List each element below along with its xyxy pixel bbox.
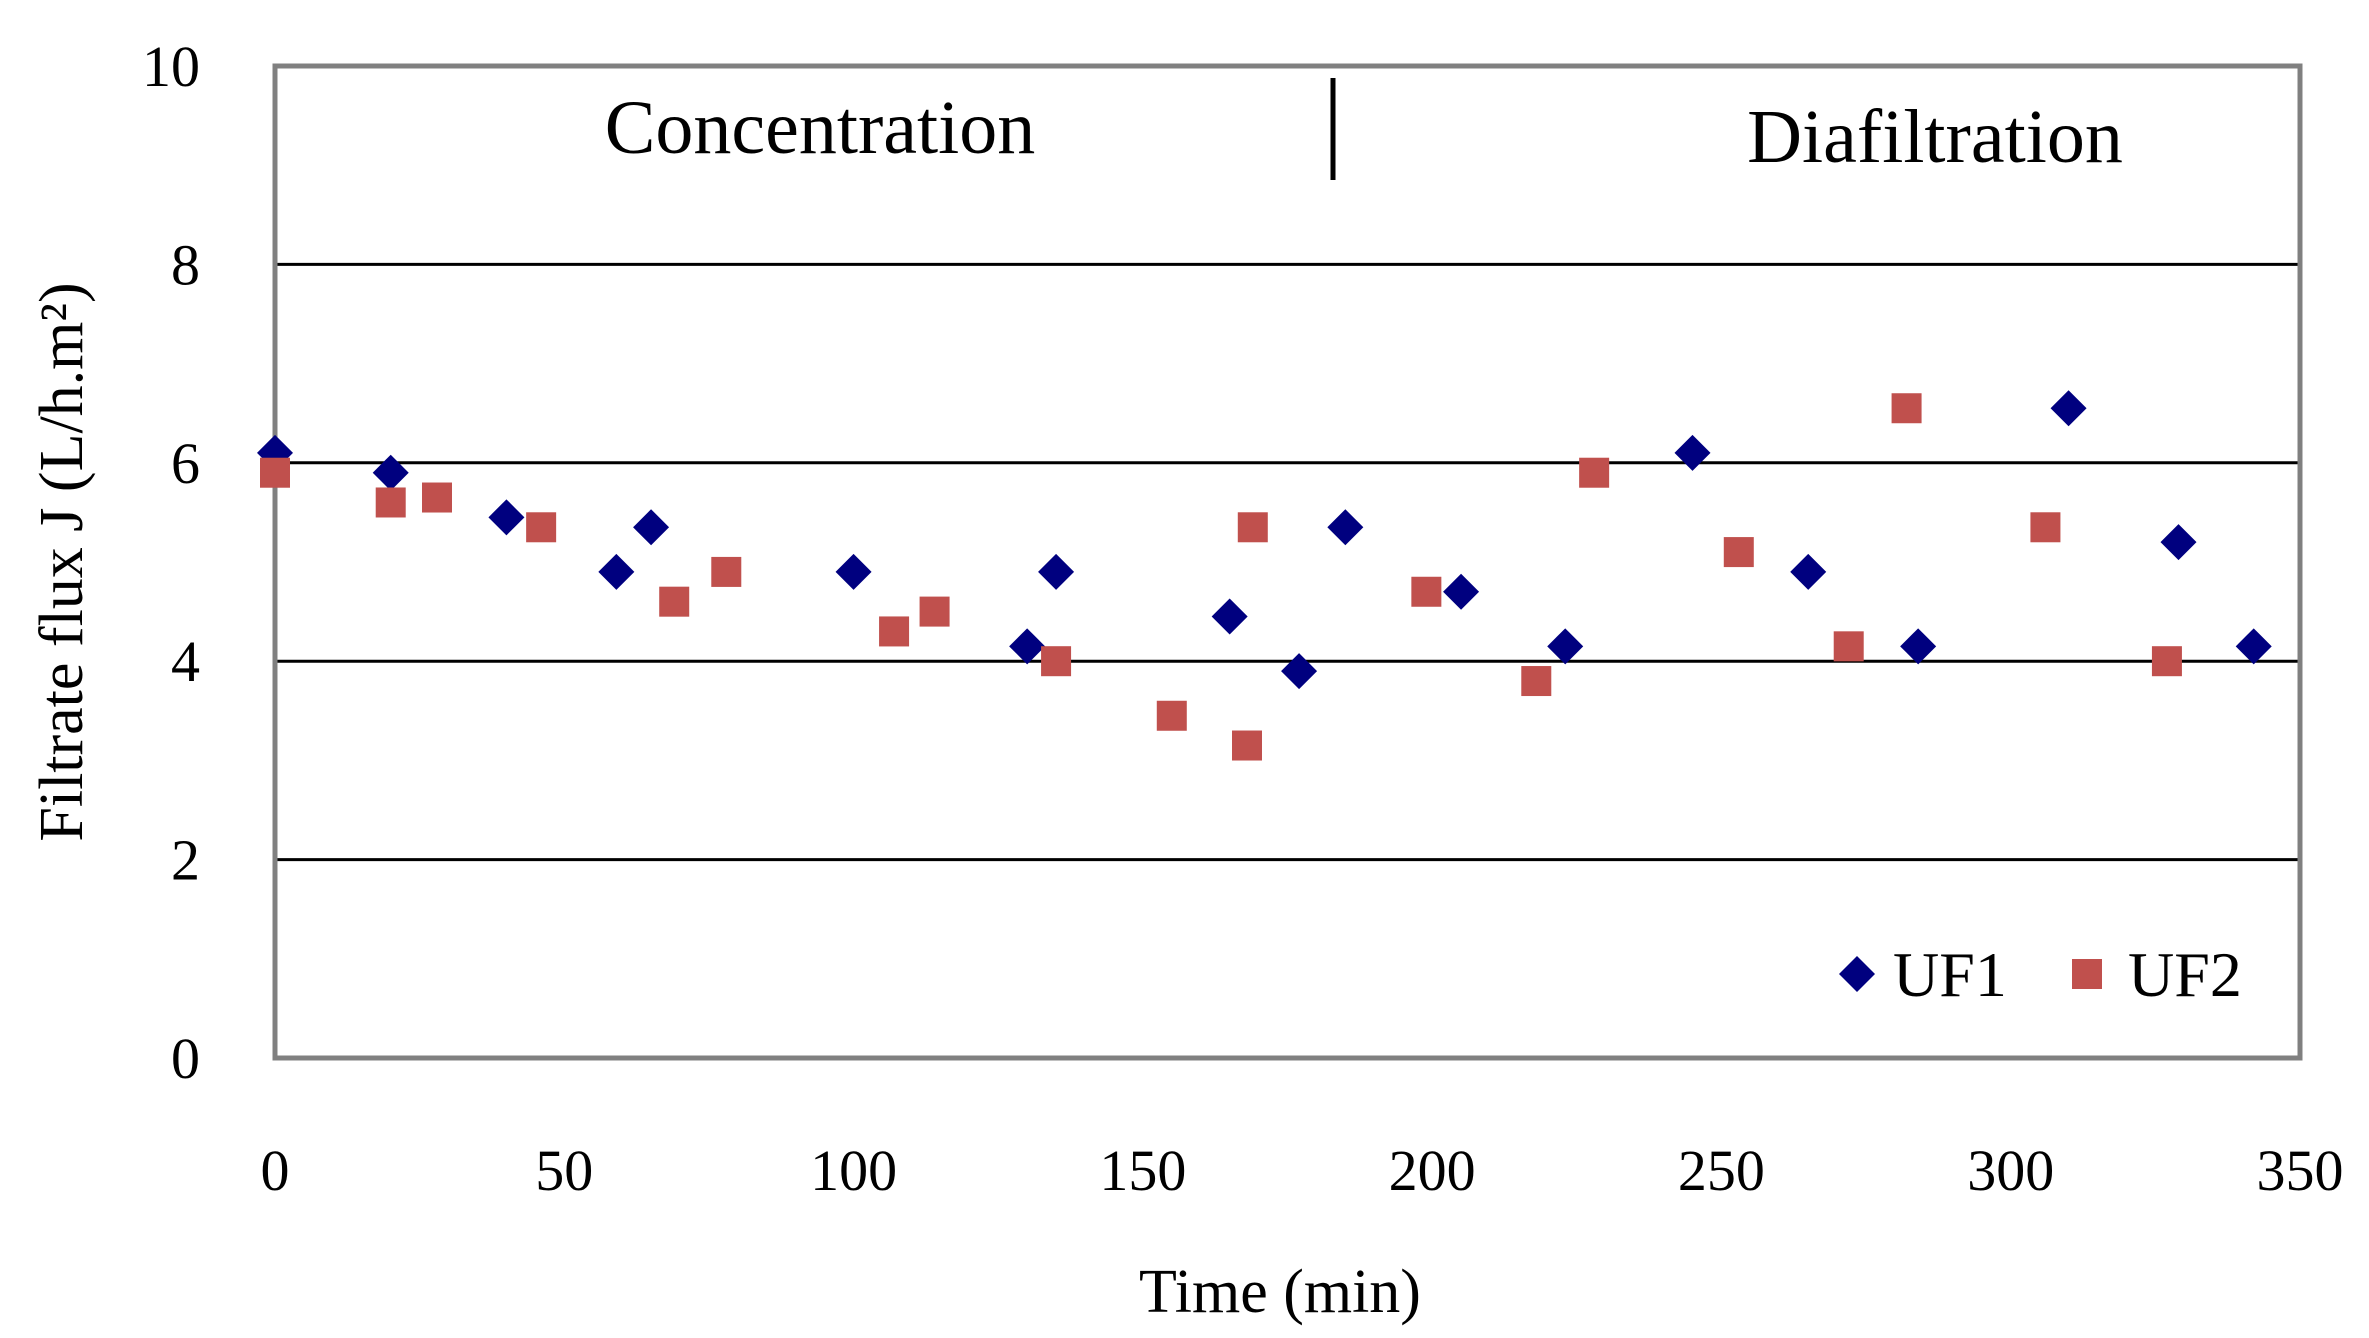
uf2-point	[1156, 700, 1187, 731]
y-tick-labels: 0 2 4 6 8 10	[142, 34, 200, 1091]
uf1-point	[1009, 628, 1046, 665]
y-tick-8: 8	[171, 232, 200, 297]
uf2-point	[2151, 646, 2182, 677]
legend-uf1-marker	[1839, 956, 1875, 992]
uf1-point	[2050, 390, 2087, 427]
gridlines	[275, 262, 2300, 862]
uf2-point	[2030, 512, 2061, 543]
uf2-point	[1237, 512, 1268, 543]
uf2-point	[711, 556, 742, 587]
uf1-point	[835, 553, 872, 590]
x-tick-150: 150	[1099, 1138, 1186, 1203]
uf2-point	[1579, 457, 1610, 488]
x-axis-title: Time (min)	[1139, 1258, 1421, 1326]
uf2-point	[526, 512, 557, 543]
uf1-point	[1547, 628, 1584, 665]
uf1-point	[372, 454, 409, 491]
x-tick-300: 300	[1967, 1138, 2054, 1203]
uf2-point	[919, 596, 950, 627]
uf1-point	[633, 509, 670, 546]
uf2-point	[1041, 646, 1072, 677]
legend: UF1 UF2	[1839, 939, 2242, 1010]
uf2-point	[260, 457, 290, 488]
y-axis-title: Filtrate flux J (L/h.m²)	[28, 282, 96, 841]
uf1-point	[1790, 553, 1827, 590]
x-tick-100: 100	[810, 1138, 897, 1203]
uf1-point	[488, 499, 525, 536]
data-points	[257, 390, 2272, 761]
uf2-point	[1891, 393, 1922, 424]
uf1-point	[2235, 628, 2272, 665]
uf2-point	[422, 482, 452, 513]
y-tick-4: 4	[171, 629, 200, 694]
uf1-point	[2160, 524, 2197, 561]
uf1-point	[1211, 598, 1248, 635]
x-tick-0: 0	[261, 1138, 290, 1203]
legend-uf1-label: UF1	[1893, 939, 2007, 1010]
uf2-point	[1411, 576, 1442, 607]
uf2-point	[879, 616, 910, 647]
x-tick-200: 200	[1389, 1138, 1476, 1203]
uf2-point	[1521, 666, 1552, 697]
legend-uf2-label: UF2	[2128, 939, 2242, 1010]
uf2-point	[1232, 730, 1262, 761]
x-tick-labels: 0 50 100 150 200 250 300 350	[261, 1138, 2344, 1203]
uf2-point	[1723, 537, 1754, 568]
x-tick-350: 350	[2257, 1138, 2344, 1203]
y-tick-0: 0	[171, 1026, 200, 1091]
diafiltration-label: Diafiltration	[1747, 95, 2123, 179]
uf1-point	[1327, 509, 1364, 546]
uf1-point	[598, 553, 635, 590]
concentration-label: Concentration	[605, 86, 1036, 170]
y-tick-10: 10	[142, 34, 200, 99]
uf2-point	[375, 487, 406, 518]
legend-uf2-marker	[2072, 959, 2102, 989]
uf1-point	[1038, 553, 1075, 590]
x-tick-50: 50	[535, 1138, 593, 1203]
uf2-point	[659, 586, 690, 617]
y-tick-2: 2	[171, 828, 200, 893]
uf1-point	[1900, 628, 1937, 665]
uf1-point	[1674, 434, 1711, 471]
x-tick-250: 250	[1678, 1138, 1765, 1203]
uf2-point	[1833, 631, 1864, 662]
uf1-point	[1443, 573, 1480, 610]
plot-area-frame	[272, 63, 2303, 1061]
y-tick-6: 6	[171, 431, 200, 496]
uf1-point	[1281, 653, 1318, 690]
